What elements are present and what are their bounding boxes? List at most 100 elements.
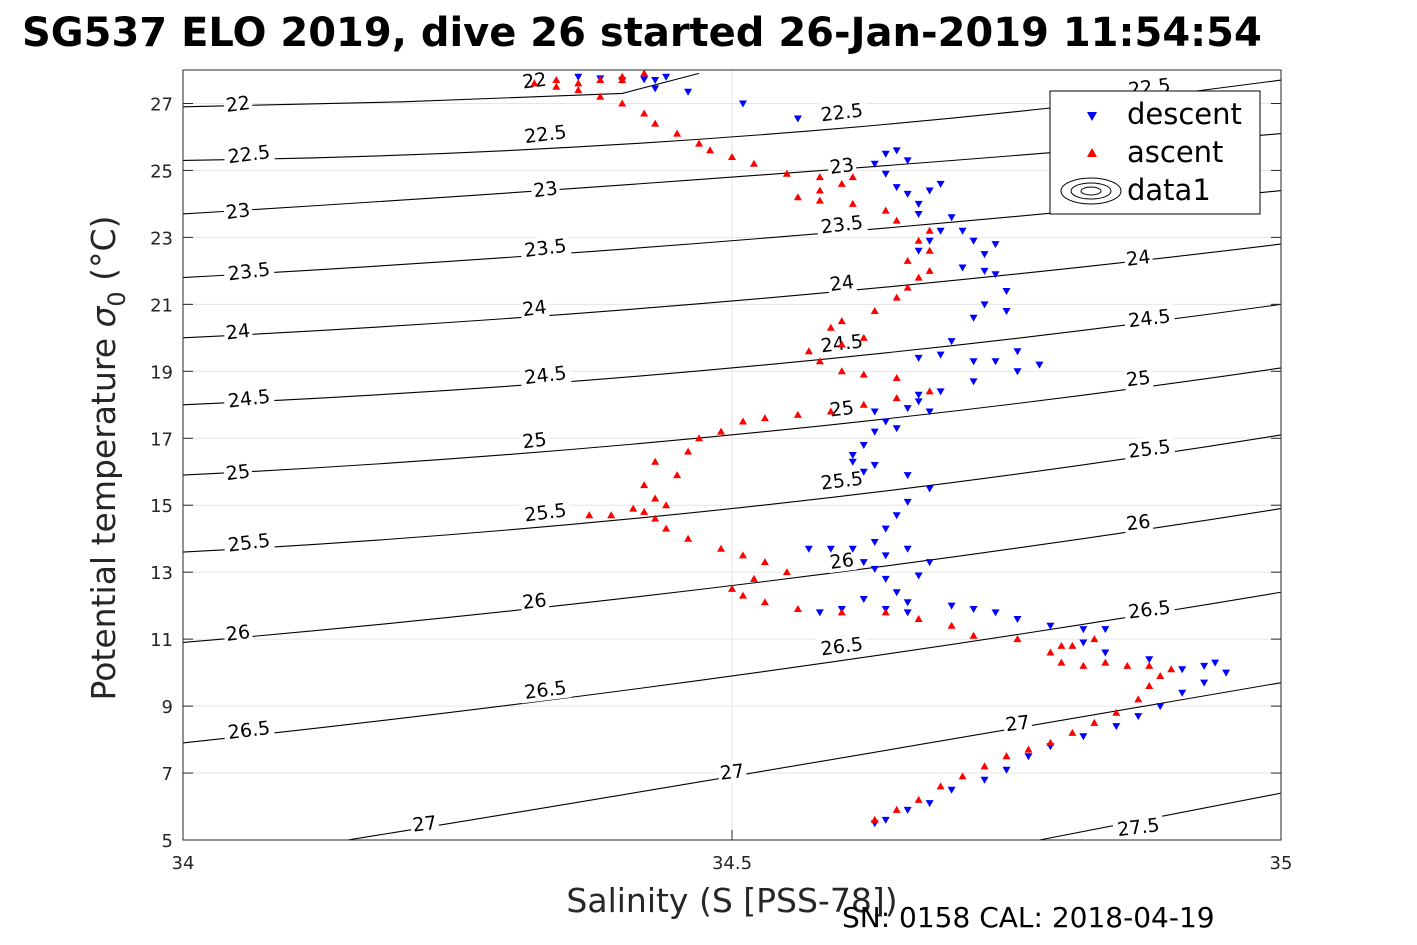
ascent-point-74 [914,273,923,281]
ascent-point-42 [651,514,660,522]
descent-point-52 [914,391,923,399]
descent-point-61 [903,498,912,506]
ascent-point-2 [914,795,923,803]
descent-point-39 [969,358,978,366]
contour-label-group-14: 24 [222,318,254,345]
descent-point-29 [1002,287,1011,295]
descent-point-55 [848,452,857,459]
descent-point-57 [859,468,868,476]
contour-label-group-17: 24 [1123,244,1154,271]
legend: descent ascent data1 [1049,90,1261,215]
chart-title: SG537 ELO 2019, dive 26 started 26-Jan-2… [22,10,1262,56]
ascent-point-93 [695,139,704,147]
contour-label-bg-4 [815,97,868,126]
descent-point-100 [1112,723,1121,731]
y-axis-label: Potential temperature σ0 (°C) [84,216,131,701]
ascent-point-21 [1046,648,1055,656]
descent-point-42 [1035,361,1044,369]
contour-label-bg-12 [815,210,868,238]
contour-label-bg-19 [519,360,572,389]
data-series [530,69,1231,828]
ascent-point-53 [695,434,704,442]
contour-label-group-37: 26.5 [1123,595,1176,623]
ascent-point-23 [1090,635,1099,643]
contour-label-bg-0 [222,90,254,117]
y-tick-label-3: 11 [150,630,173,651]
ascent-point-75 [925,266,934,274]
descent-point-50 [892,425,901,433]
contour-label-group-38: 27 [409,810,440,837]
contour-label-11: 23.5 [523,235,568,262]
descent-point-54 [859,441,868,449]
contour-label-38: 27 [411,812,438,837]
ascent-point-106 [640,69,649,77]
ascent-point-6 [1002,752,1011,760]
contour-label-group-21: 24.5 [1123,303,1176,332]
descent-point-63 [881,525,890,533]
contour-label-bg-14 [222,318,254,344]
descent-point-72 [881,575,890,583]
ascent-point-37 [760,558,769,566]
ascent-point-72 [892,293,901,301]
ascent-point-27 [947,621,956,629]
contour-label-group-4: 22.5 [815,97,868,126]
descent-point-58 [870,462,879,470]
contour-label-group-36: 26.5 [815,631,868,660]
ascent-point-47 [585,511,594,519]
descent-point-5 [651,77,660,85]
ascent-point-107 [618,76,627,84]
ascent-point-70 [837,317,846,325]
descent-point-25 [958,227,967,235]
contour-label-bg-29 [1123,434,1176,463]
contour-label-39: 27 [719,760,746,785]
ascent-point-30 [837,608,846,616]
ascent-point-33 [738,591,747,599]
ascent-point-97 [618,99,627,107]
descent-point-34 [969,314,978,322]
ascent-point-99 [574,86,583,94]
y-axis-label-text: Potential temperature [84,338,123,700]
descent-point-68 [848,545,857,553]
ascent-point-1 [892,805,901,813]
contour-label-bg-41 [1112,812,1165,841]
ascent-point-11 [1112,708,1121,716]
descent-point-101 [1079,733,1088,741]
ascent-point-35 [749,574,758,582]
descent-point-21 [936,227,945,235]
descent-point-22 [925,237,934,245]
ascent-point-68 [859,333,868,341]
descent-point-76 [925,559,934,567]
contour-label-0: 22 [225,92,252,117]
contour-label-group-33: 26 [1123,509,1154,535]
descent-point-108 [903,806,912,814]
contour-label-26: 25.5 [227,530,272,557]
y-tick-label-10: 25 [150,161,173,182]
y-tick-label-2: 9 [162,697,173,718]
contour-label-28: 25.5 [820,468,865,495]
contour-label-2: 22.5 [227,141,272,168]
ascent-point-77 [925,246,934,254]
contour-label-bg-6 [222,197,254,224]
ascent-point-101 [530,79,539,87]
y-tick-label-11: 27 [150,94,173,115]
density-contour-25-5 [182,434,1282,553]
descent-point-41 [1013,368,1022,376]
descent-point-12 [903,157,912,165]
contour-label-group-2: 22.5 [222,139,276,168]
contour-label-bg-37 [1123,595,1176,623]
x-axis-label: Salinity (S [PSS-78]) [566,881,897,920]
contour-label-3: 22.5 [523,121,568,148]
descent-point-0 [574,73,583,81]
descent-point-33 [980,301,989,309]
descent-point-51 [903,405,912,413]
descent-point-49 [881,418,890,426]
descent-point-35 [1002,308,1011,316]
contour-label-30: 26 [225,621,252,646]
ascent-point-64 [837,367,846,375]
descent-point-97 [1178,689,1187,697]
descent-point-71 [870,565,879,573]
contour-label-group-8: 23 [826,152,858,179]
descent-point-65 [881,552,890,560]
descent-point-18 [925,187,934,195]
descent-point-106 [947,786,956,794]
